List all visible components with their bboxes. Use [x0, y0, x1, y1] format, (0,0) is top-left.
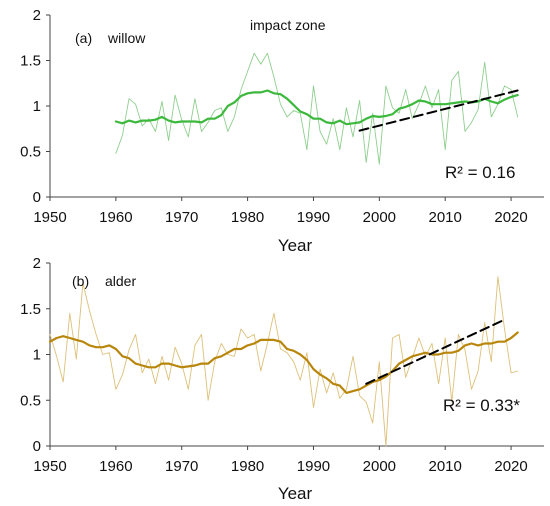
panel-label-alder: (b)	[72, 273, 89, 289]
annual-series-line-willow	[115, 52, 519, 165]
x-tick-label-willow: 2000	[363, 209, 396, 226]
impact-zone-annotation: impact zone	[250, 17, 326, 33]
species-label-willow: willow	[107, 30, 146, 46]
x-tick-label-alder: 1960	[99, 458, 132, 475]
y-tick-label-alder: 1	[33, 347, 41, 364]
x-tick-label-willow: 1980	[231, 209, 264, 226]
y-tick-label-willow: 0	[33, 189, 41, 206]
x-tick-label-willow: 1960	[99, 209, 132, 226]
y-tick-label-alder: 1.5	[20, 301, 41, 318]
chart-panel-willow: 0 0.5 1 1.5 2 1950 1960 1970 1980 1990 2000 2010 202…	[20, 7, 544, 255]
r-squared-label-alder: R² = 0.33*	[443, 396, 520, 415]
trend-series-line-alder	[365, 318, 506, 385]
r-squared-label-willow: R² = 0.16	[445, 163, 515, 182]
x-tick-label-alder: 1970	[165, 458, 198, 475]
y-tick-label-alder: 0.5	[20, 392, 41, 409]
y-tick-label-willow: 1.5	[20, 53, 41, 70]
y-tick-label-willow: 2	[33, 7, 41, 24]
plot-area-willow: 0 0.5 1 1.5 2 1950 1960 1970 1980 1990 2000 2010 202…	[20, 7, 544, 226]
x-tick-label-willow: 1950	[33, 209, 66, 226]
trend-series-line-willow	[358, 89, 519, 132]
x-axis-title-alder: Year	[278, 484, 313, 503]
species-label-alder: alder	[105, 273, 136, 289]
smooth-series-line-willow	[114, 89, 519, 126]
x-tick-label-alder: 2010	[429, 458, 462, 475]
x-tick-label-alder: 1950	[33, 458, 66, 475]
y-tick-label-willow: 0.5	[20, 144, 41, 161]
y-tick-label-alder: 2	[33, 255, 41, 272]
x-tick-label-alder: 1990	[297, 458, 330, 475]
annual-series-line-alder	[49, 276, 519, 447]
smooth-series-line-alder	[48, 331, 519, 394]
chart-panel-alder: 0 0.5 1 1.5 2 1950 1960 1970 1980 1990 2000 2010 202…	[20, 255, 544, 503]
x-tick-label-willow: 1970	[165, 209, 198, 226]
x-axis-title-willow: Year	[278, 236, 313, 255]
panel-label-willow: (a)	[75, 30, 92, 46]
x-tick-label-alder: 2000	[363, 458, 396, 475]
y-tick-label-willow: 1	[33, 98, 41, 115]
x-tick-label-willow: 1990	[297, 209, 330, 226]
x-tick-label-willow: 2020	[494, 209, 527, 226]
x-tick-label-alder: 2020	[494, 458, 527, 475]
x-tick-label-willow: 2010	[429, 209, 462, 226]
x-tick-label-alder: 1980	[231, 458, 264, 475]
plot-area-alder: 0 0.5 1 1.5 2 1950 1960 1970 1980 1990 2000 2010 202…	[20, 255, 544, 475]
y-tick-label-alder: 0	[33, 438, 41, 455]
